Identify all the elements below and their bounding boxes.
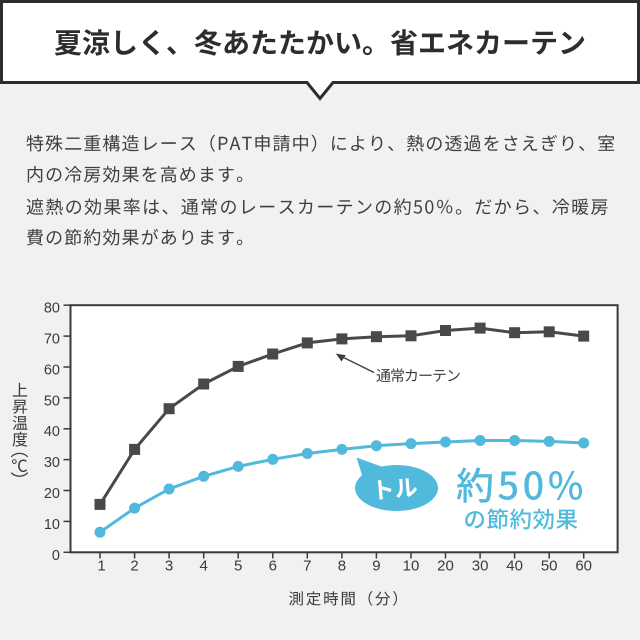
svg-text:3: 3	[165, 558, 173, 575]
svg-text:10: 10	[44, 517, 60, 533]
svg-text:40: 40	[506, 558, 523, 575]
svg-text:1: 1	[97, 558, 105, 575]
svg-text:80: 80	[44, 301, 60, 317]
svg-text:50: 50	[541, 558, 558, 575]
svg-text:60: 60	[575, 558, 592, 575]
svg-text:70: 70	[44, 332, 60, 348]
svg-text:30: 30	[472, 558, 489, 575]
svg-text:6: 6	[269, 558, 277, 575]
svg-text:2: 2	[130, 558, 138, 575]
svg-text:4: 4	[200, 558, 208, 575]
svg-text:10: 10	[403, 558, 420, 575]
svg-text:20: 20	[437, 558, 454, 575]
svg-text:30: 30	[44, 455, 60, 471]
svg-text:9: 9	[372, 558, 380, 575]
svg-text:40: 40	[44, 424, 60, 440]
svg-text:20: 20	[44, 486, 60, 502]
svg-text:50: 50	[44, 393, 60, 409]
svg-text:7: 7	[303, 558, 311, 575]
svg-text:60: 60	[44, 363, 60, 379]
svg-text:5: 5	[234, 558, 242, 575]
svg-text:8: 8	[338, 558, 346, 575]
svg-text:0: 0	[52, 548, 60, 564]
